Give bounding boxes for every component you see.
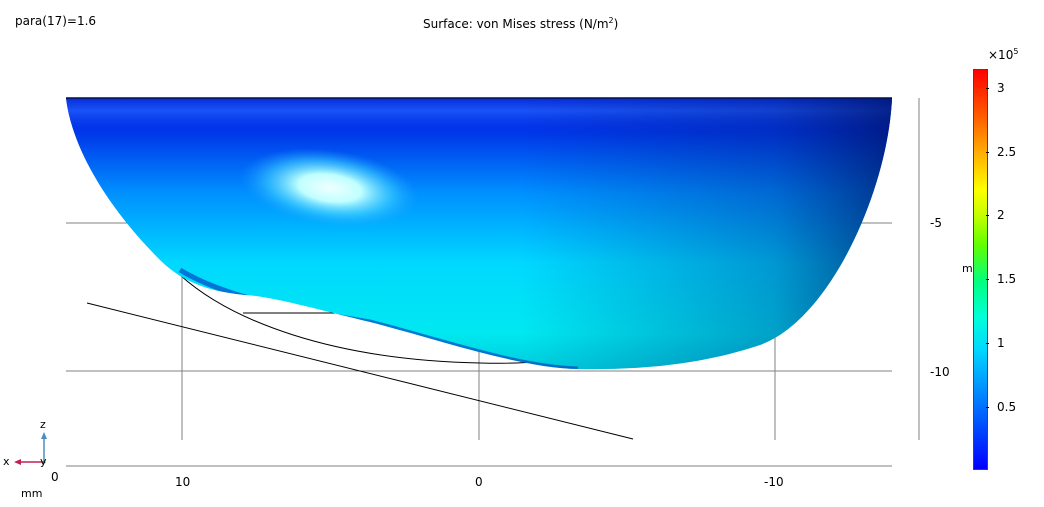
- axis-triad: [14, 432, 47, 465]
- x-tick-10: 10: [175, 475, 191, 489]
- axis-unit-label: mm: [21, 487, 43, 500]
- y-axis-point-icon: [42, 460, 46, 464]
- z-axis-unit: m: [962, 262, 973, 275]
- colorbar-tick-2: 2: [997, 208, 1005, 222]
- colorbar: [973, 69, 988, 470]
- colorbar-tick-3: 3: [997, 81, 1005, 95]
- z-tick-minus10: -10: [930, 365, 950, 379]
- plot-title-suffix: ): [613, 17, 619, 31]
- z-arrow-icon: [41, 432, 47, 439]
- origin-tick: 0: [51, 470, 59, 484]
- edge-line: [86, 302, 634, 440]
- x-tick-0: 0: [475, 475, 483, 489]
- x-tick-minus10: -10: [764, 475, 784, 489]
- colorbar-tick-1-5: 1.5: [997, 272, 1017, 286]
- triad-y-label: y: [40, 455, 47, 468]
- colorbar-exponent: ×105: [988, 47, 1018, 62]
- colorbar-tick-0-5: 0.5: [997, 400, 1017, 414]
- colorbar-exponent-sup: 5: [1013, 47, 1019, 56]
- plot-title: Surface: von Mises stress (N/m2): [423, 16, 618, 31]
- z-tick-minus5: -5: [930, 216, 942, 230]
- stress-surface: [66, 98, 892, 370]
- triad-z-label: z: [40, 418, 46, 431]
- colorbar-tick-1: 1: [997, 336, 1005, 350]
- plot-title-sup: 2: [608, 16, 614, 25]
- colorbar-exponent-base: ×10: [988, 48, 1014, 62]
- x-arrow-icon: [14, 459, 21, 465]
- triad-x-label: x: [3, 455, 10, 468]
- parameter-label: para(17)=1.6: [15, 14, 97, 28]
- colorbar-tick-2-5: 2.5: [997, 145, 1017, 159]
- plot-title-text: Surface: von Mises stress (N/m: [423, 17, 609, 31]
